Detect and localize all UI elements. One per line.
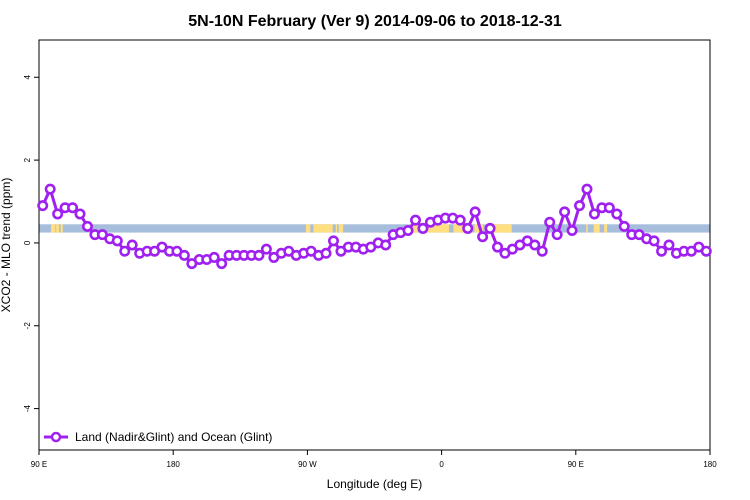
data-point [410,214,422,226]
data-point [663,239,675,251]
x-axis-label: Longitude (deg E) [327,477,422,491]
data-point [67,202,79,214]
data-point [380,239,392,251]
data-point [492,241,504,253]
series-land-ocean [37,183,712,270]
y-tick-label: -2 [23,322,32,330]
legend-entry-label: Land (Nadir&Glint) and Ocean (Glint) [75,430,272,444]
data-point [611,208,623,220]
data-point [52,208,64,220]
data-point [402,225,414,237]
data-point [588,208,600,220]
data-point [327,235,339,247]
data-point [618,220,630,232]
data-point [544,216,556,228]
data-point [417,222,429,234]
land-segment [60,224,63,233]
land-ocean-band [39,224,710,233]
data-point [119,245,131,257]
x-tick-label: 0 [439,460,444,469]
land-segment [489,224,512,233]
data-point [574,200,586,212]
y-tick-label: 0 [23,240,32,245]
data-point [559,206,571,218]
series-points [37,183,712,270]
land-segment [420,224,450,233]
data-point [454,214,466,226]
y-tick-label: -4 [23,404,32,412]
data-point [581,183,593,195]
land-segment [335,224,338,233]
data-point [253,249,265,261]
land-segment [593,224,600,233]
land-segment [604,224,608,233]
data-point [44,183,56,195]
y-axis-label: XCO2 - MLO trend (ppm) [0,178,13,313]
x-tick-label: 180 [703,460,717,469]
data-point [74,208,86,220]
data-point [216,258,228,270]
land-segment [56,224,60,233]
data-point [566,225,578,237]
data-point [37,200,49,212]
land-segment [338,224,344,233]
chart-title: 5N-10N February (Ver 9) 2014-09-06 to 20… [188,13,562,30]
land-segment [50,224,56,233]
data-point [320,247,332,259]
land-segments [50,224,608,233]
y-axis: -4 -2 0 2 4 [23,74,39,412]
y-tick-label: 4 [23,74,32,79]
data-point [603,202,615,214]
land-segment [313,224,333,233]
data-point [536,245,548,257]
x-tick-label: 90 E [568,460,584,469]
data-point [178,249,190,261]
land-segment [586,224,588,233]
data-point [551,229,563,241]
x-tick-label: 180 [167,460,181,469]
legend: Land (Nadir&Glint) and Ocean (Glint) [44,430,272,444]
data-point [484,222,496,234]
ocean-band [39,224,710,233]
data-point [208,251,220,263]
data-point [260,243,272,255]
data-point [462,222,474,234]
data-point [648,235,660,247]
data-point [477,231,489,243]
plot-frame [38,39,711,451]
data-point [111,235,123,247]
data-point [81,220,93,232]
land-segment [408,224,418,233]
data-point [700,245,712,257]
data-point [469,206,481,218]
data-point [126,239,138,251]
x-axis: 90 E 180 90 W 0 90 E 180 [31,450,717,469]
land-segment [453,224,464,233]
y-tick-label: 2 [23,157,32,162]
data-point [529,239,541,251]
x-tick-label: 90 E [31,460,47,469]
data-point [656,245,668,257]
x-tick-label: 90 W [298,460,317,469]
legend-marker [50,431,62,443]
land-segment [305,224,311,233]
